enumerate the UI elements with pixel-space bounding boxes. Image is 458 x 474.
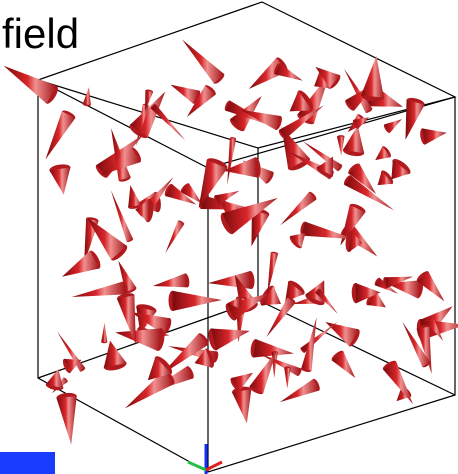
cone-body [117, 295, 136, 345]
cone [337, 135, 345, 156]
cone [280, 191, 317, 226]
cone [103, 341, 128, 373]
cone [300, 321, 338, 353]
cone [56, 392, 77, 445]
cone-body [4, 66, 57, 104]
cone-body [104, 341, 127, 368]
cone-body [45, 111, 75, 159]
title: field [2, 10, 79, 57]
cone [273, 62, 303, 81]
page: field (() => { const data = JSON.parse(d… [0, 0, 458, 474]
box-top [38, 2, 455, 168]
cone [168, 291, 221, 311]
cone-body [337, 137, 345, 156]
vector-field-view: field [0, 0, 458, 474]
cone [301, 317, 317, 372]
cone [383, 119, 402, 134]
cone [72, 281, 129, 297]
cone-body [301, 317, 316, 370]
cone-body [182, 40, 224, 84]
cones [4, 40, 458, 445]
cone [231, 385, 252, 423]
cone-body [422, 128, 446, 144]
cone-body [151, 104, 185, 140]
cone [62, 249, 103, 277]
cone-body [153, 273, 188, 287]
cone [208, 271, 255, 290]
cone-body [343, 125, 364, 153]
cone [153, 273, 191, 288]
cone-body [49, 167, 70, 194]
cone-body [280, 192, 316, 225]
cone [280, 378, 321, 402]
cone [45, 109, 76, 160]
cone-body [208, 271, 251, 289]
cone-body [172, 291, 221, 311]
cone-body [232, 389, 251, 423]
cone-body [227, 138, 236, 185]
color-swatch [0, 452, 55, 474]
cone [165, 220, 185, 253]
cone [419, 128, 447, 145]
cone [250, 339, 294, 358]
cone [390, 156, 413, 179]
cone [288, 233, 306, 250]
cone [182, 40, 226, 86]
cone [381, 359, 412, 404]
cone-body [72, 281, 126, 297]
cone [330, 349, 355, 378]
cone [361, 56, 385, 102]
cone [284, 367, 291, 389]
cone-body [128, 185, 141, 207]
cone-body [301, 321, 338, 352]
cone [375, 145, 392, 160]
cone-body [56, 396, 76, 445]
cone-body [101, 322, 107, 342]
cone [49, 163, 71, 195]
axis-y [188, 462, 206, 470]
cone [207, 327, 250, 351]
cone-body [211, 328, 250, 350]
cone-body [361, 56, 384, 98]
cone [128, 185, 142, 210]
cone-body [275, 63, 303, 81]
cone-body [165, 221, 184, 253]
cone [4, 66, 61, 106]
cone [150, 103, 185, 140]
cone-body [280, 379, 319, 402]
cone [101, 322, 107, 343]
cone-body [83, 87, 91, 105]
cone-body [284, 368, 291, 388]
cone [83, 87, 92, 106]
cone [342, 125, 365, 157]
